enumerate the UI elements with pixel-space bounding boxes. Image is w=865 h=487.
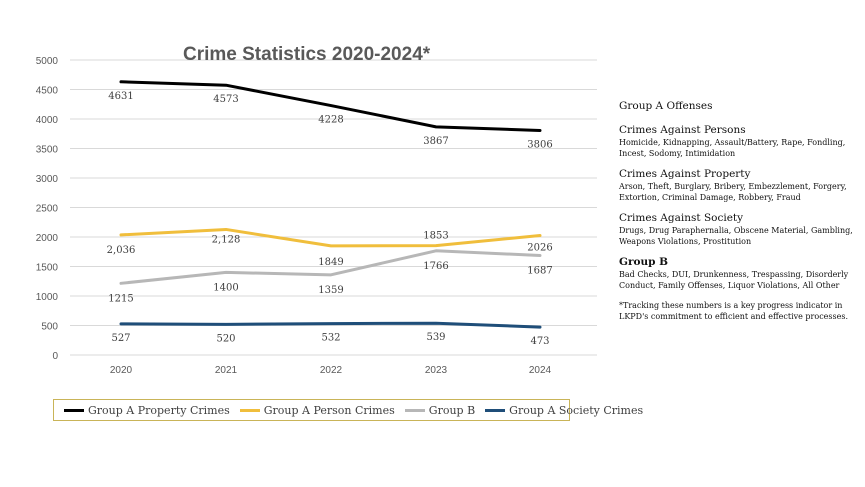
data-label: 2,036 [107,245,136,256]
y-tick-label: 3000 [36,174,59,185]
y-tick-label: 2000 [36,233,59,244]
data-label: 2026 [527,242,552,253]
offense-info-panel: Group A Offenses Crimes Against Persons … [619,100,859,330]
data-label: 4228 [318,115,343,126]
category-title-persons: Crimes Against Persons [619,124,746,136]
y-tick-label: 4000 [36,115,59,126]
data-label: 539 [426,332,445,343]
data-label: 1359 [318,285,343,296]
series-lines [119,80,542,329]
y-tick-label: 0 [52,351,58,362]
y-tick-label: 1500 [36,263,59,274]
y-tick-label: 1000 [36,292,59,303]
chart-title: Crime Statistics 2020-2024* [183,44,431,65]
series-line-2 [119,249,542,285]
data-label: 3867 [423,136,448,147]
data-label: 1215 [108,293,133,304]
series-line-1 [119,227,542,248]
series-line-0 [119,80,542,132]
data-label: 4631 [108,91,133,102]
category-desc-society: Drugs, Drug Paraphernalia, Obscene Mater… [619,226,853,246]
y-tick-label: 2500 [36,204,59,215]
data-label: 520 [216,333,235,344]
data-label: 1849 [318,257,343,268]
y-tick-label: 500 [41,322,58,333]
legend-label: Group A Property Crimes [88,403,230,417]
series-line-3 [119,321,542,329]
x-axis-ticks: 2020 2021 2022 2023 2024 [110,365,552,376]
legend-item: Group B [404,403,476,417]
category-title-society: Crimes Against Society [619,212,744,224]
data-label: 473 [530,336,549,347]
y-tick-label: 3500 [36,145,59,156]
data-label: 2,128 [212,234,241,245]
legend-label: Group A Person Crimes [263,403,395,417]
data-label: 1400 [213,282,238,293]
panel-header: Group A Offenses [619,100,713,112]
gridlines [70,59,597,356]
category-desc-group-b: Bad Checks, DUI, Drunkenness, Trespassin… [619,270,849,290]
y-axis-ticks: 0 500 1000 1500 2000 2500 3000 3500 4000 4500 5000 [36,56,59,362]
legend-item: Group A Property Crimes [64,404,230,417]
category-title-group-b: Group B [619,256,669,268]
y-tick-label: 4500 [36,86,59,97]
category-desc-persons: Homicide, Kidnapping, Assault/Battery, R… [619,138,846,158]
legend-swatch [239,408,260,412]
legend-item: Group A Person Crimes [239,403,395,417]
data-label: 3806 [527,139,552,150]
category-title-property: Crimes Against Property [619,168,751,180]
data-label: 1766 [423,261,448,272]
chart-legend: Group A Property Crimes Group A Person Cr… [53,399,643,421]
x-tick-label: 2021 [215,365,238,376]
data-labels: 4631 4573 4228 3867 3806 2,036 2,128 1849 1853 20… [107,91,553,347]
legend-item: Group A Society Crimes [485,404,643,417]
y-tick-label: 5000 [36,56,59,67]
data-label: 1687 [527,265,552,276]
legend-label: Group A Society Crimes [509,403,644,417]
legend-swatch [64,408,84,412]
x-tick-label: 2023 [425,365,448,376]
footnote: *Tracking these numbers is a key progres… [619,301,848,321]
x-tick-label: 2022 [320,365,343,376]
data-label: 4573 [213,94,238,105]
x-tick-label: 2020 [110,365,133,376]
legend-swatch [404,408,425,412]
data-label: 532 [321,333,340,344]
category-desc-property: Arson, Theft, Burglary, Bribery, Embezzl… [619,182,847,202]
data-label: 1853 [423,231,448,242]
x-tick-label: 2024 [529,365,552,376]
legend-label: Group B [428,403,476,417]
legend-swatch [485,408,506,412]
data-label: 527 [111,333,130,344]
